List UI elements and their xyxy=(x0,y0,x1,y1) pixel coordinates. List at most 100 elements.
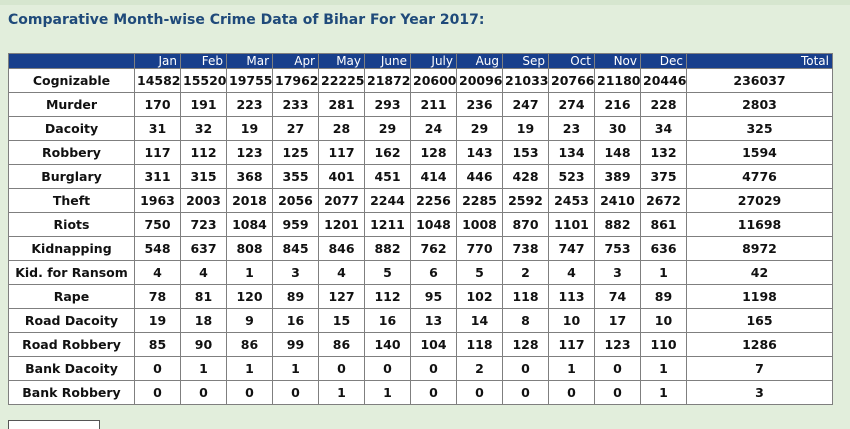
column-header-oct: Oct xyxy=(548,53,595,69)
data-cell: 959 xyxy=(272,212,319,237)
data-cell: 368 xyxy=(226,164,273,189)
data-cell: 15520 xyxy=(180,68,227,93)
table-row: Dacoity 31 32 19 27 28 29 24 29 19 23 30 34 325 xyxy=(8,116,833,141)
data-cell: 375 xyxy=(640,164,687,189)
data-cell: 18 xyxy=(180,308,227,333)
data-cell: 21180 xyxy=(594,68,641,93)
data-cell: 861 xyxy=(640,212,687,237)
data-cell: 29 xyxy=(364,116,411,141)
data-cell: 846 xyxy=(318,236,365,261)
column-header-sep: Sep xyxy=(502,53,549,69)
data-cell: 89 xyxy=(640,284,687,309)
data-cell: 170 xyxy=(134,92,181,117)
data-cell: 0 xyxy=(410,356,457,381)
data-cell: 2453 xyxy=(548,188,595,213)
row-label: Cognizable xyxy=(8,68,135,93)
column-header-mar: Mar xyxy=(226,53,273,69)
data-cell: 414 xyxy=(410,164,457,189)
data-cell: 29 xyxy=(456,116,503,141)
total-cell: 2803 xyxy=(686,92,833,117)
data-cell: 0 xyxy=(548,380,595,405)
data-cell: 2256 xyxy=(410,188,457,213)
data-cell: 19 xyxy=(134,308,181,333)
data-cell: 125 xyxy=(272,140,319,165)
data-cell: 110 xyxy=(640,332,687,357)
page-footer-box xyxy=(8,420,100,429)
data-cell: 81 xyxy=(180,284,227,309)
table-row: Kidnapping 548 637 808 845 846 882 762 770 738 747… xyxy=(8,236,833,261)
data-cell: 140 xyxy=(364,332,411,357)
data-cell: 882 xyxy=(594,212,641,237)
data-cell: 118 xyxy=(456,332,503,357)
column-header-july: July xyxy=(410,53,457,69)
data-cell: 1 xyxy=(640,260,687,285)
column-header-feb: Feb xyxy=(180,53,227,69)
data-cell: 104 xyxy=(410,332,457,357)
data-cell: 16 xyxy=(272,308,319,333)
data-cell: 636 xyxy=(640,236,687,261)
data-cell: 0 xyxy=(502,380,549,405)
column-header-june: June xyxy=(364,53,411,69)
total-cell: 1594 xyxy=(686,140,833,165)
table-row: Bank Dacoity 0 1 1 1 0 0 0 2 0 1 0 1 7 xyxy=(8,356,833,381)
page-title: Comparative Month-wise Crime Data of Bih… xyxy=(8,12,485,28)
data-cell: 123 xyxy=(594,332,641,357)
total-cell: 11698 xyxy=(686,212,833,237)
data-cell: 233 xyxy=(272,92,319,117)
data-cell: 0 xyxy=(180,380,227,405)
data-cell: 128 xyxy=(410,140,457,165)
data-cell: 19 xyxy=(226,116,273,141)
data-cell: 5 xyxy=(364,260,411,285)
data-cell: 1084 xyxy=(226,212,273,237)
table-row: Road Dacoity 19 18 9 16 15 16 13 14 8 10 17 10 165 xyxy=(8,308,833,333)
column-header-may: May xyxy=(318,53,365,69)
row-label: Road Dacoity xyxy=(8,308,135,333)
data-cell: 95 xyxy=(410,284,457,309)
data-cell: 1 xyxy=(180,356,227,381)
data-cell: 20096 xyxy=(456,68,503,93)
data-cell: 1101 xyxy=(548,212,595,237)
data-cell: 99 xyxy=(272,332,319,357)
table-header: Jan Feb Mar Apr May June July Aug Sep Oct Nov Dec To… xyxy=(8,53,833,69)
data-cell: 228 xyxy=(640,92,687,117)
data-cell: 548 xyxy=(134,236,181,261)
data-cell: 2077 xyxy=(318,188,365,213)
column-header-nov: Nov xyxy=(594,53,641,69)
data-cell: 118 xyxy=(502,284,549,309)
data-cell: 6 xyxy=(410,260,457,285)
data-cell: 1008 xyxy=(456,212,503,237)
data-cell: 0 xyxy=(456,380,503,405)
total-cell: 1198 xyxy=(686,284,833,309)
row-label: Kid. for Ransom xyxy=(8,260,135,285)
data-cell: 1 xyxy=(640,356,687,381)
table-row: Road Robbery 85 90 86 99 86 140 104 118 128 117 123… xyxy=(8,332,833,357)
total-cell: 7 xyxy=(686,356,833,381)
data-cell: 870 xyxy=(502,212,549,237)
total-cell: 236037 xyxy=(686,68,833,93)
total-cell: 42 xyxy=(686,260,833,285)
data-cell: 117 xyxy=(548,332,595,357)
total-cell: 325 xyxy=(686,116,833,141)
data-cell: 153 xyxy=(502,140,549,165)
data-cell: 770 xyxy=(456,236,503,261)
data-cell: 86 xyxy=(318,332,365,357)
data-cell: 162 xyxy=(364,140,411,165)
data-cell: 247 xyxy=(502,92,549,117)
data-cell: 24 xyxy=(410,116,457,141)
row-label: Burglary xyxy=(8,164,135,189)
data-cell: 446 xyxy=(456,164,503,189)
table-row: Cognizable 14582 15520 19755 17962 22225 21872… xyxy=(8,68,833,93)
data-cell: 15 xyxy=(318,308,365,333)
data-cell: 4 xyxy=(134,260,181,285)
data-cell: 27 xyxy=(272,116,319,141)
data-cell: 389 xyxy=(594,164,641,189)
data-cell: 123 xyxy=(226,140,273,165)
row-label: Riots xyxy=(8,212,135,237)
row-label: Murder xyxy=(8,92,135,117)
column-header-dec: Dec xyxy=(640,53,687,69)
data-cell: 1201 xyxy=(318,212,365,237)
data-cell: 0 xyxy=(364,356,411,381)
data-cell: 1 xyxy=(318,380,365,405)
data-cell: 1048 xyxy=(410,212,457,237)
data-cell: 2244 xyxy=(364,188,411,213)
